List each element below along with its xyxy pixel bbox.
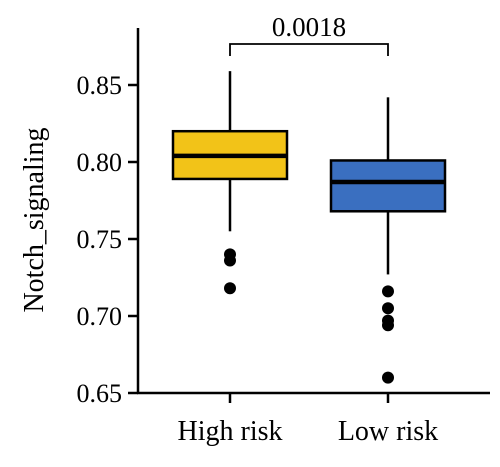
y-ticks: 0.65 0.70 0.75 0.80 0.85 [77, 71, 138, 408]
y-tick-label: 0.65 [77, 379, 123, 408]
significance-bracket: 0.0018 [229, 12, 389, 56]
outlier-point [382, 319, 394, 332]
box-high-risk [171, 71, 289, 295]
boxes [171, 71, 447, 384]
p-value-label: 0.0018 [272, 12, 346, 42]
outlier-point [224, 282, 236, 295]
y-tick-label: 0.75 [77, 225, 123, 254]
box-low-risk [329, 97, 447, 384]
y-tick-label: 0.70 [77, 302, 123, 331]
y-axis-title: Notch_signaling [19, 127, 50, 312]
outlier-point [382, 285, 394, 298]
outlier-point [382, 302, 394, 315]
x-ticks: High risk Low risk [178, 393, 438, 447]
y-tick-label: 0.80 [77, 148, 123, 177]
box-body [329, 159, 447, 213]
bracket-line [229, 43, 389, 56]
x-tick-label: Low risk [338, 416, 438, 447]
axes [136, 28, 490, 395]
outlier-point [224, 254, 236, 267]
outlier-point [382, 371, 394, 384]
x-tick-label: High risk [178, 416, 283, 447]
y-tick-label: 0.85 [77, 71, 123, 100]
